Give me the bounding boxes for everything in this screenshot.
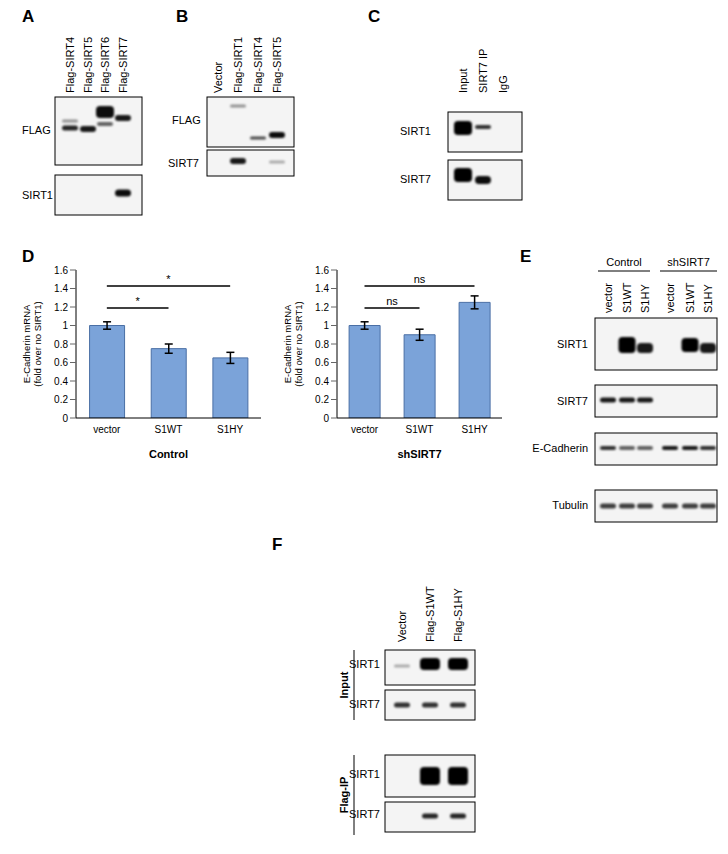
svg-text:0.2: 0.2 — [54, 394, 68, 405]
svg-text:Flag-SIRT4: Flag-SIRT4 — [64, 37, 76, 93]
svg-text:D: D — [22, 247, 34, 266]
svg-text:SIRT7: SIRT7 — [557, 395, 588, 407]
svg-text:E-Cadherin: E-Cadherin — [532, 442, 588, 454]
svg-text:C: C — [368, 7, 380, 26]
svg-text:0.8: 0.8 — [54, 339, 68, 350]
svg-text:IgG: IgG — [497, 75, 509, 93]
svg-text:shSIRT7: shSIRT7 — [667, 256, 710, 268]
svg-text:SIRT1: SIRT1 — [349, 658, 380, 670]
svg-text:SIRT7: SIRT7 — [349, 808, 380, 820]
svg-text:1.4: 1.4 — [315, 283, 329, 294]
svg-text:ns: ns — [386, 295, 398, 307]
svg-text:SIRT1: SIRT1 — [349, 768, 380, 780]
svg-text:0.4: 0.4 — [54, 376, 68, 387]
svg-text:SIRT1: SIRT1 — [22, 189, 53, 201]
svg-text:Flag-S1WT: Flag-S1WT — [424, 586, 436, 642]
svg-text:1.4: 1.4 — [54, 283, 68, 294]
svg-text:0: 0 — [323, 413, 329, 424]
svg-text:SIRT1: SIRT1 — [557, 338, 588, 350]
svg-text:0.4: 0.4 — [315, 376, 329, 387]
svg-text:SIRT7 IP: SIRT7 IP — [477, 49, 489, 93]
svg-text:Tubulin: Tubulin — [552, 499, 588, 511]
svg-text:1.6: 1.6 — [54, 265, 68, 276]
svg-text:0.6: 0.6 — [315, 357, 329, 368]
svg-text:S1HY: S1HY — [702, 284, 714, 313]
svg-text:E: E — [520, 247, 531, 266]
svg-text:Flag-S1HY: Flag-S1HY — [452, 588, 464, 642]
svg-text:0.2: 0.2 — [315, 394, 329, 405]
svg-text:S1WT: S1WT — [621, 282, 633, 313]
svg-text:1: 1 — [323, 320, 329, 331]
svg-text:vector: vector — [93, 424, 121, 435]
svg-text:Flag-SIRT5: Flag-SIRT5 — [271, 37, 283, 93]
svg-text:0.6: 0.6 — [54, 357, 68, 368]
svg-text:Input: Input — [457, 69, 469, 93]
svg-text:Input: Input — [338, 671, 350, 698]
svg-text:1.2: 1.2 — [315, 302, 329, 313]
svg-text:SIRT7: SIRT7 — [400, 173, 431, 185]
svg-text:SIRT7: SIRT7 — [349, 698, 380, 710]
svg-text:vector: vector — [602, 283, 614, 313]
svg-text:E-Cadherin mRNA(fold over no S: E-Cadherin mRNA(fold over no SIRT1) — [22, 301, 43, 386]
svg-text:1.6: 1.6 — [315, 265, 329, 276]
svg-text:FLAG: FLAG — [22, 124, 51, 136]
svg-text:Flag-SIRT5: Flag-SIRT5 — [82, 37, 94, 93]
svg-text:Flag-SIRT1: Flag-SIRT1 — [232, 37, 244, 93]
svg-text:F: F — [272, 535, 282, 554]
svg-text:Vector: Vector — [396, 610, 408, 642]
svg-text:B: B — [176, 7, 188, 26]
svg-text:FLAG: FLAG — [172, 114, 201, 126]
svg-text:S1HY: S1HY — [461, 424, 487, 435]
svg-text:S1WT: S1WT — [155, 424, 183, 435]
svg-text:S1HY: S1HY — [217, 424, 243, 435]
svg-text:*: * — [136, 295, 141, 307]
svg-text:SIRT1: SIRT1 — [400, 125, 431, 137]
svg-text:Control: Control — [606, 256, 641, 268]
svg-text:Control: Control — [149, 448, 188, 460]
svg-text:Flag-SIRT6: Flag-SIRT6 — [99, 37, 111, 93]
svg-text:A: A — [22, 7, 34, 26]
svg-text:0.8: 0.8 — [315, 339, 329, 350]
svg-text:S1WT: S1WT — [406, 424, 434, 435]
svg-text:S1WT: S1WT — [684, 282, 696, 313]
svg-text:Flag-SIRT4: Flag-SIRT4 — [252, 37, 264, 93]
svg-text:S1HY: S1HY — [639, 284, 651, 313]
svg-text:0: 0 — [62, 413, 68, 424]
svg-text:Flag-IP: Flag-IP — [338, 776, 350, 814]
svg-text:1: 1 — [62, 320, 68, 331]
svg-text:vector: vector — [351, 424, 379, 435]
svg-text:Vector: Vector — [212, 61, 224, 93]
svg-text:*: * — [166, 273, 171, 285]
svg-text:vector: vector — [664, 283, 676, 313]
svg-text:E-Cadherin mRNA(fold over no S: E-Cadherin mRNA(fold over no SIRT1) — [283, 301, 304, 386]
svg-text:SIRT7: SIRT7 — [168, 157, 199, 169]
svg-text:1.2: 1.2 — [54, 302, 68, 313]
svg-text:ns: ns — [414, 273, 426, 285]
svg-text:shSIRT7: shSIRT7 — [397, 448, 441, 460]
svg-text:Flag-SIRT7: Flag-SIRT7 — [117, 37, 129, 93]
